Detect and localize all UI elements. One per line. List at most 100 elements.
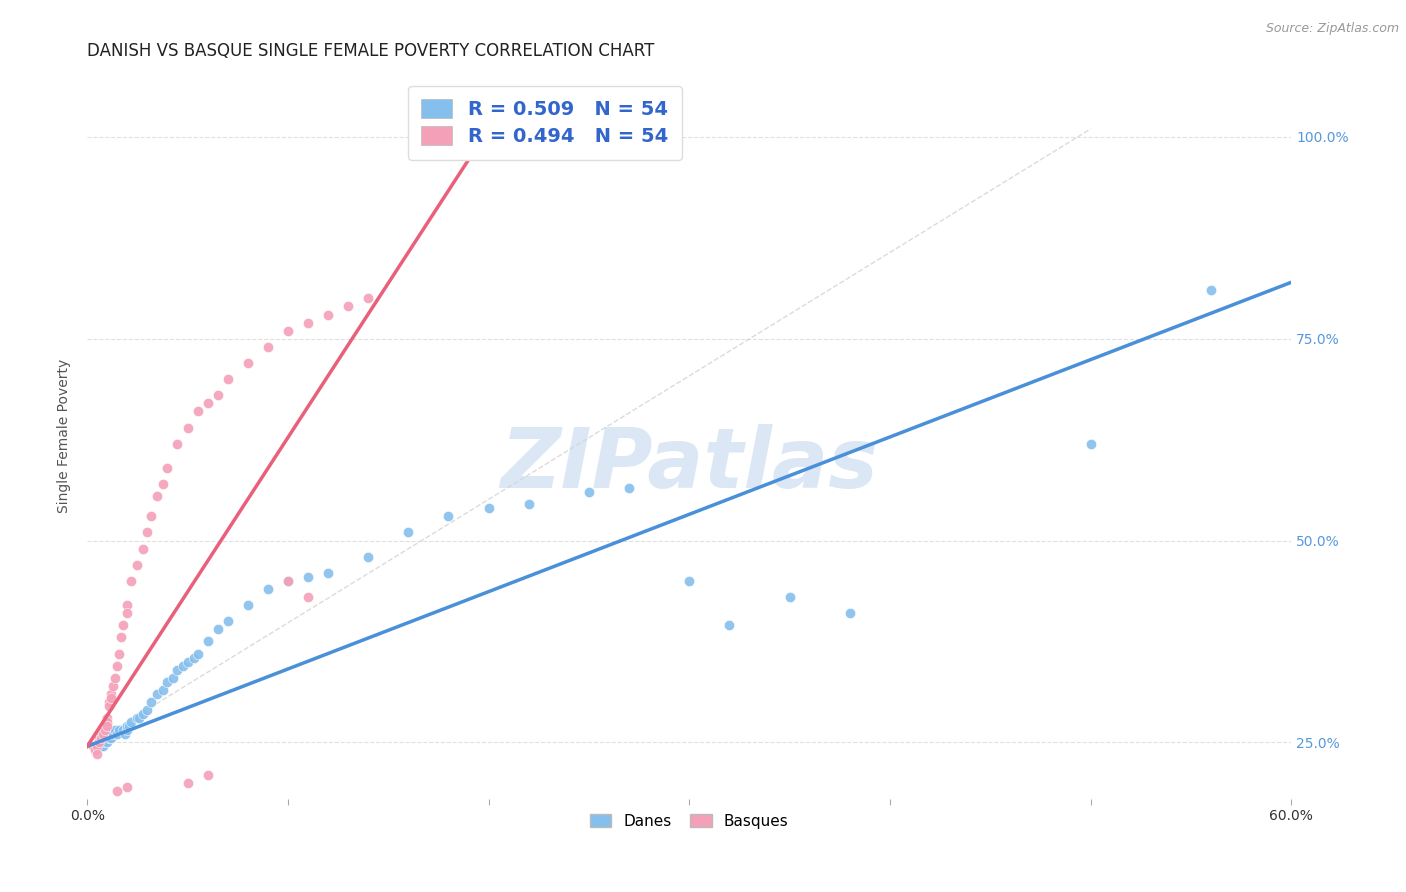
Point	[96, 719, 118, 733]
Point	[94, 719, 117, 733]
Point	[90, 731, 112, 746]
Point	[183, 650, 205, 665]
Point	[98, 698, 121, 713]
Point	[146, 489, 169, 503]
Point	[176, 775, 198, 789]
Point	[108, 723, 131, 738]
Point	[156, 461, 179, 475]
Point	[779, 590, 801, 604]
Point	[127, 711, 149, 725]
Point	[117, 723, 139, 738]
Point	[86, 747, 108, 762]
Point	[838, 606, 860, 620]
Point	[297, 570, 319, 584]
Point	[104, 723, 127, 738]
Point	[217, 372, 239, 386]
Point	[112, 723, 135, 738]
Point	[98, 731, 121, 746]
Point	[236, 598, 259, 612]
Point	[256, 582, 278, 596]
Point	[173, 658, 195, 673]
Point	[176, 420, 198, 434]
Point	[91, 739, 114, 754]
Point	[100, 731, 122, 746]
Point	[89, 731, 111, 746]
Point	[108, 647, 131, 661]
Point	[105, 783, 128, 797]
Point	[94, 735, 117, 749]
Y-axis label: Single Female Poverty: Single Female Poverty	[58, 359, 72, 513]
Point	[91, 727, 114, 741]
Point	[256, 340, 278, 354]
Point	[236, 356, 259, 370]
Point	[90, 739, 112, 754]
Point	[86, 739, 108, 754]
Point	[357, 292, 380, 306]
Point	[337, 300, 360, 314]
Point	[316, 566, 339, 580]
Point	[128, 711, 150, 725]
Point	[132, 541, 155, 556]
Point	[197, 767, 219, 781]
Point	[678, 574, 700, 588]
Point	[396, 525, 419, 540]
Point	[103, 727, 125, 741]
Point	[197, 634, 219, 648]
Point	[127, 558, 149, 572]
Text: DANISH VS BASQUE SINGLE FEMALE POVERTY CORRELATION CHART: DANISH VS BASQUE SINGLE FEMALE POVERTY C…	[87, 42, 655, 60]
Point	[156, 674, 179, 689]
Point	[120, 574, 142, 588]
Point	[117, 719, 139, 733]
Point	[136, 703, 159, 717]
Point	[1080, 436, 1102, 450]
Point	[207, 623, 229, 637]
Point	[104, 671, 127, 685]
Point	[96, 731, 118, 746]
Point	[186, 404, 208, 418]
Text: Source: ZipAtlas.com: Source: ZipAtlas.com	[1265, 22, 1399, 36]
Point	[96, 711, 118, 725]
Point	[162, 671, 184, 685]
Point	[517, 497, 540, 511]
Point	[94, 723, 117, 738]
Point	[105, 727, 128, 741]
Point	[207, 388, 229, 402]
Point	[297, 590, 319, 604]
Point	[197, 396, 219, 410]
Point	[141, 695, 163, 709]
Point	[277, 574, 299, 588]
Point	[146, 687, 169, 701]
Point	[152, 682, 174, 697]
Point	[141, 509, 163, 524]
Point	[617, 481, 640, 495]
Point	[152, 477, 174, 491]
Point	[100, 690, 122, 705]
Point	[277, 574, 299, 588]
Point	[96, 715, 118, 730]
Text: ZIPatlas: ZIPatlas	[501, 425, 879, 505]
Point	[103, 679, 125, 693]
Point	[114, 727, 136, 741]
Point	[112, 618, 135, 632]
Point	[136, 525, 159, 540]
Point	[166, 436, 188, 450]
Point	[132, 707, 155, 722]
Point	[86, 739, 108, 754]
Point	[100, 687, 122, 701]
Point	[120, 715, 142, 730]
Point	[117, 606, 139, 620]
Point	[217, 614, 239, 628]
Point	[176, 655, 198, 669]
Point	[89, 735, 111, 749]
Point	[166, 663, 188, 677]
Point	[117, 598, 139, 612]
Legend: Danes, Basques: Danes, Basques	[583, 807, 794, 835]
Point	[118, 719, 141, 733]
Point	[110, 631, 132, 645]
Point	[316, 308, 339, 322]
Point	[437, 509, 460, 524]
Point	[82, 739, 104, 754]
Point	[357, 549, 380, 564]
Point	[84, 743, 107, 757]
Point	[277, 324, 299, 338]
